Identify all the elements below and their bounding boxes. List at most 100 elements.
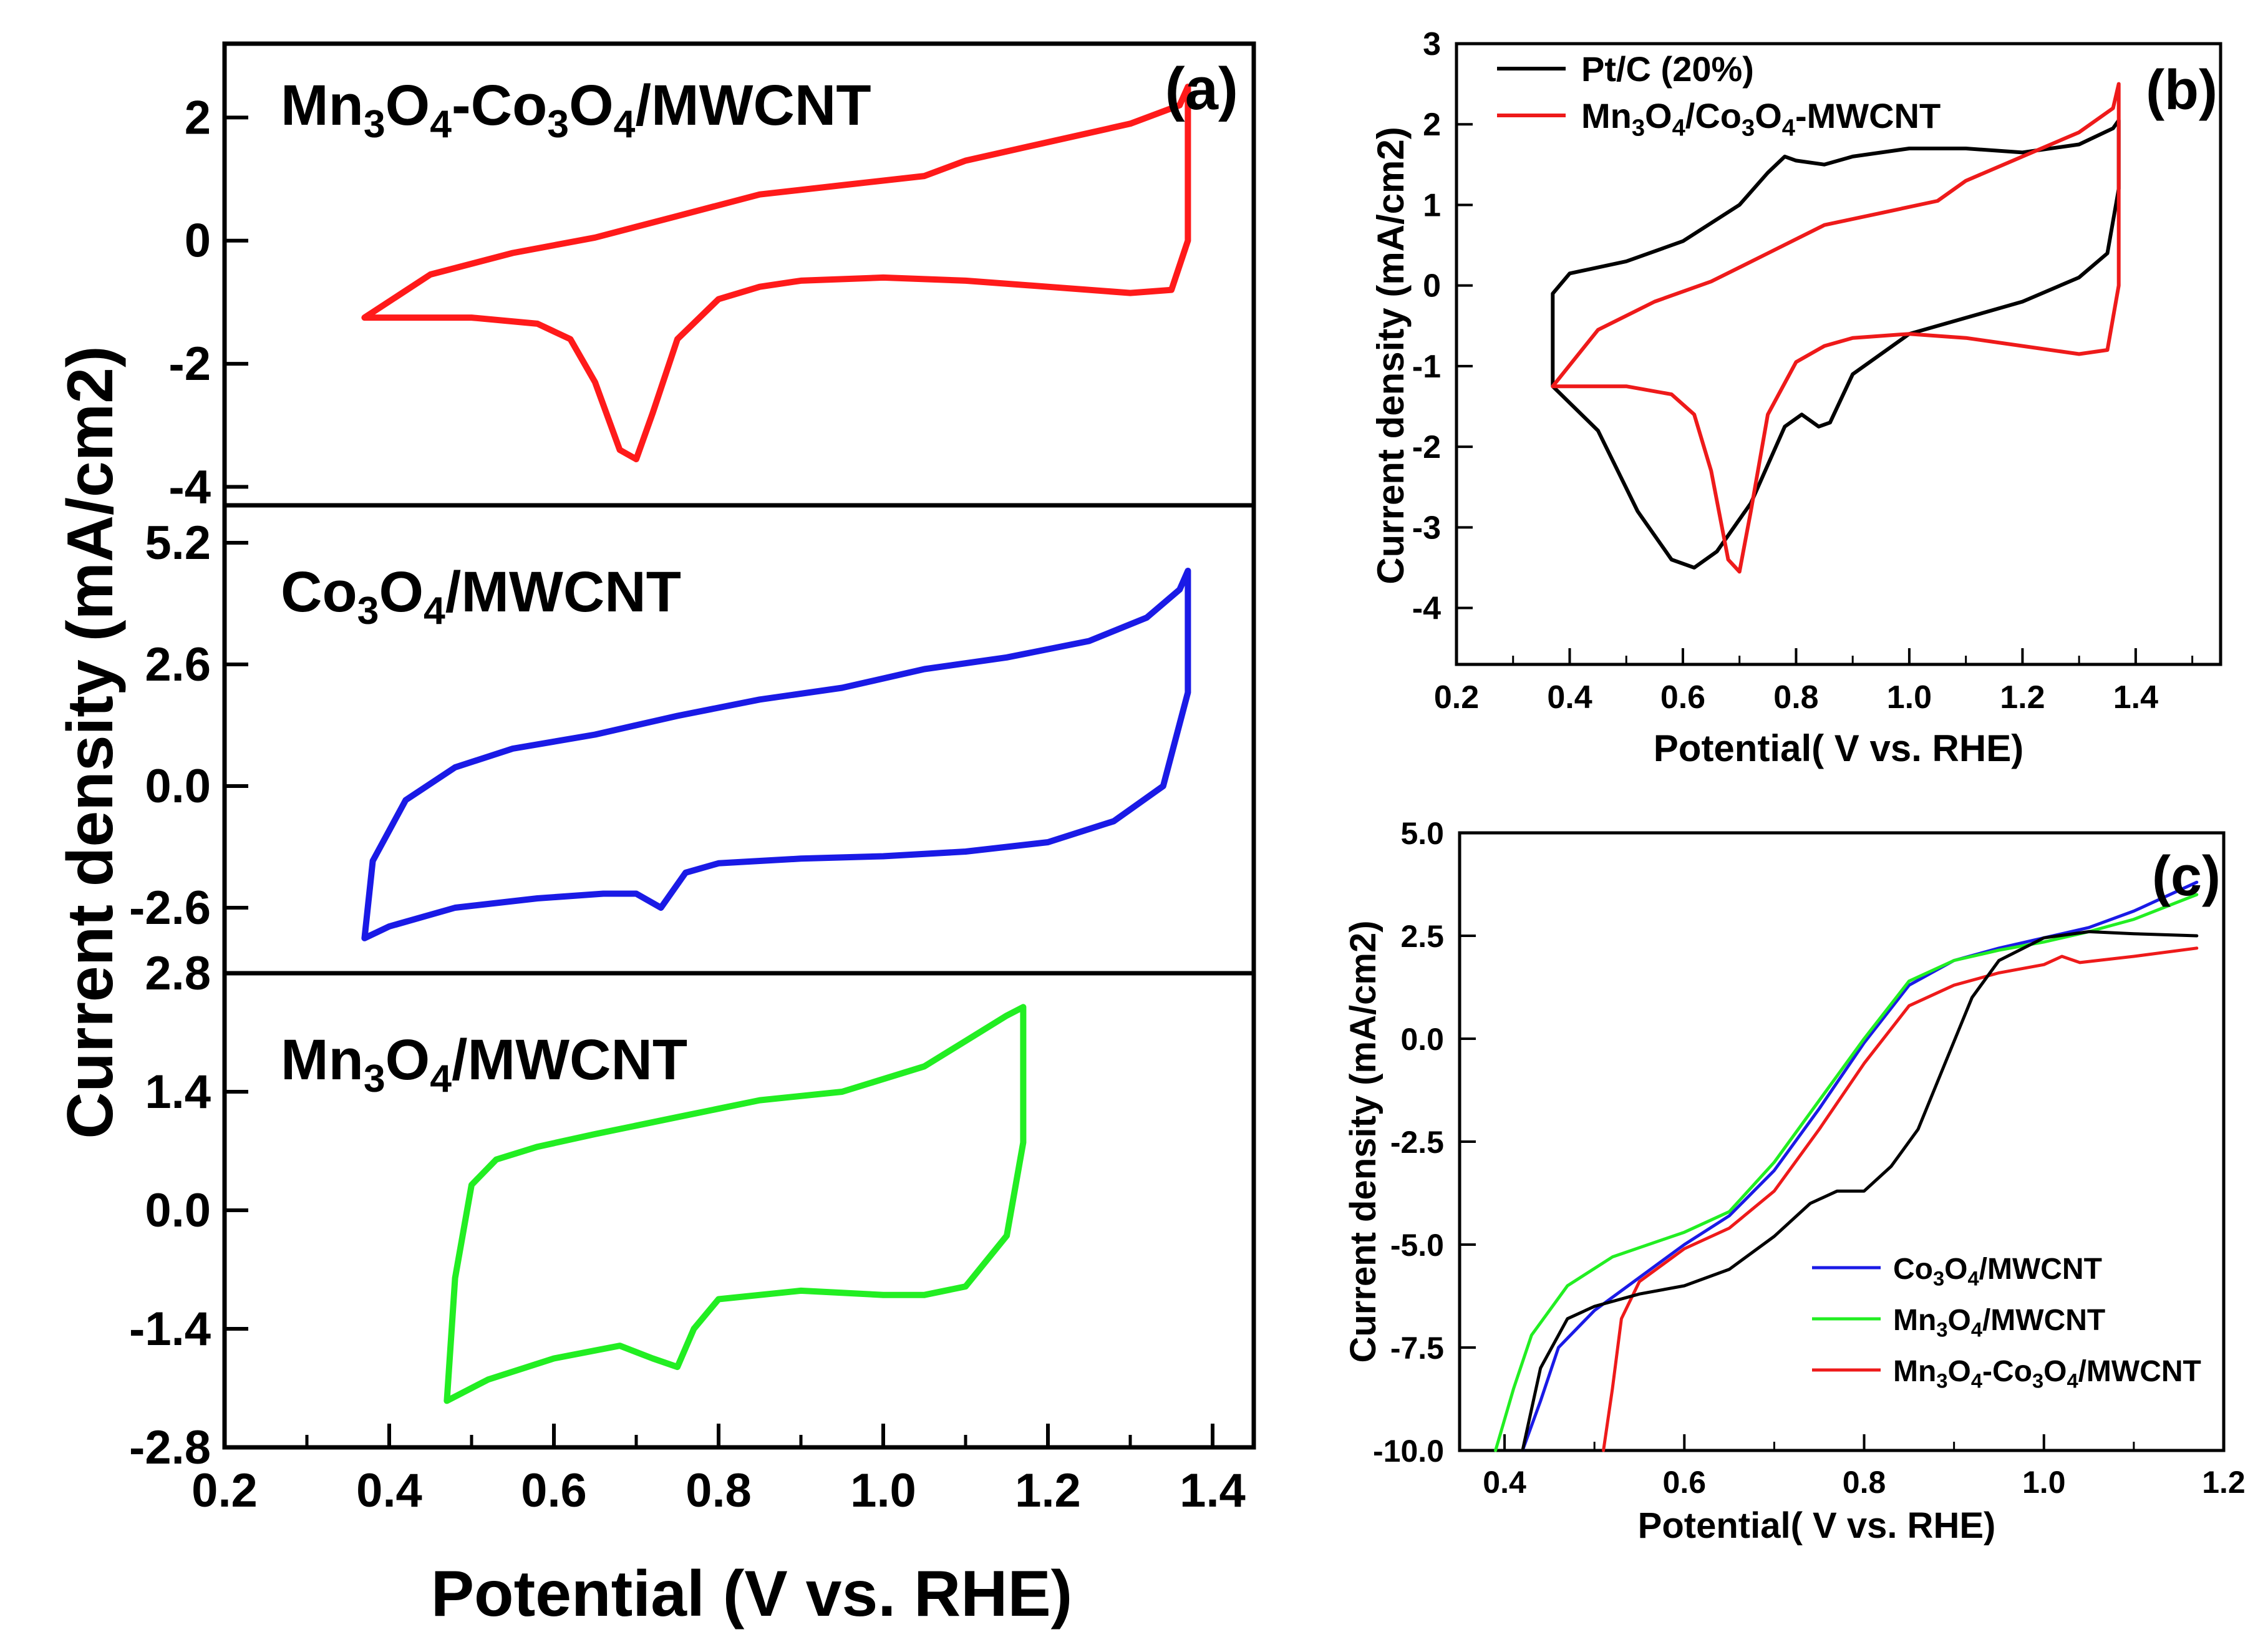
label-subscript: 4 <box>430 102 452 146</box>
label-subscript: 3 <box>2032 1369 2043 1392</box>
y-tick-label: 1.4 <box>145 1066 211 1119</box>
label-part: -MWCNT <box>1795 96 1941 135</box>
label-part: Co <box>1893 1253 1933 1286</box>
y-tick-label: 0 <box>1423 268 1441 304</box>
x-tick-label: 1.0 <box>1887 679 1932 716</box>
subpanel-label: Mn3O4-Co3O4/MWCNT <box>281 74 871 146</box>
y-tick-label: -3 <box>1412 510 1441 546</box>
data-series-line <box>443 1004 1027 1404</box>
label-part: Mn <box>1893 1355 1936 1388</box>
x-tick-label: 0.6 <box>1663 1465 1707 1500</box>
y-tick-label: -2 <box>1412 429 1441 465</box>
label-subscript: 3 <box>547 102 569 146</box>
chart-panel-b: 3 2 1 0 -1 -2 -3 -4 0.2 0.4 0.6 0.8 1.0 1.2 1.4 Pt/C (2… <box>1370 26 2222 769</box>
x-tick-label: 1.0 <box>850 1464 916 1517</box>
label-subscript: 4 <box>424 589 445 633</box>
panel-label: (b) <box>2146 59 2217 122</box>
data-series-line <box>1521 930 2199 1452</box>
label-subscript: 3 <box>1742 115 1755 141</box>
chart-panel-c: 5.0 2.5 0.0 -2.5 -5.0 -7.5 -10.0 0.4 0.6 0.8 1.0 1.… <box>1343 816 2246 1546</box>
label-subscript: 3 <box>1936 1318 1947 1341</box>
y-tick-label: -2.5 <box>1390 1125 1444 1160</box>
legend-label: Mn3O4/Co3O4-MWCNT <box>1581 96 1941 141</box>
y-axis-title: Current density (mA/cm2) <box>1370 127 1412 584</box>
y-tick-label: -4 <box>168 460 211 513</box>
legend-label: Mn3O4/MWCNT <box>1893 1304 2105 1341</box>
x-tick-label: 0.8 <box>1773 679 1818 716</box>
subpanel-label: Mn3O4/MWCNT <box>281 1028 687 1100</box>
x-tick-label: 0.8 <box>686 1464 752 1517</box>
chart-panel-a: 20-2-4Mn3O4-Co3O4/MWCNT5.22.60.0-2.6Co3O… <box>54 41 1256 1630</box>
x-tick-label: 0.6 <box>1660 679 1705 716</box>
label-part: O <box>1645 96 1672 135</box>
label-part: O <box>569 74 614 137</box>
y-tick-label: 2 <box>185 91 211 144</box>
label-part: Mn <box>281 1028 364 1092</box>
x-tick-label: 0.6 <box>521 1464 587 1517</box>
y-tick-label: -7.5 <box>1390 1331 1444 1366</box>
x-axis-title: Potential (V vs. RHE) <box>431 1558 1073 1630</box>
x-tick-label: 1.2 <box>1015 1464 1081 1517</box>
y-tick-label: 2 <box>1423 107 1441 143</box>
x-tick-label: 0.2 <box>1434 679 1479 716</box>
label-part: Mn <box>1893 1304 1936 1337</box>
label-part: -Co <box>452 74 547 137</box>
x-tick-label: 0.2 <box>191 1464 258 1517</box>
label-part: O <box>1947 1304 1970 1337</box>
x-tick-label: 1.4 <box>2113 679 2158 716</box>
legend-label: Co3O4/MWCNT <box>1893 1253 2102 1290</box>
label-subscript: 3 <box>1933 1267 1944 1290</box>
label-part: /MWCNT <box>2078 1355 2201 1388</box>
panel-label: (a) <box>1165 56 1238 122</box>
label-part: Mn <box>281 74 364 137</box>
legend-label: Pt/C (20%) <box>1581 49 1754 89</box>
y-tick-label: -5.0 <box>1390 1228 1444 1263</box>
y-tick-label: 2.6 <box>145 638 211 691</box>
y-tick-label: 2.5 <box>1400 919 1444 954</box>
y-tick-label: -1.4 <box>129 1303 211 1356</box>
label-part: O <box>2043 1355 2067 1388</box>
label-subscript: 4 <box>1971 1369 1982 1392</box>
label-subscript: 3 <box>364 1057 385 1100</box>
label-subscript: 3 <box>357 589 379 633</box>
label-part: /Co <box>1685 96 1742 135</box>
x-tick-label: 1.2 <box>2000 679 2045 716</box>
y-tick-label: 5.0 <box>1400 816 1444 851</box>
x-tick-label: 0.4 <box>1483 1465 1526 1500</box>
label-subscript: 3 <box>364 102 385 146</box>
y-tick-label: -2.6 <box>129 882 211 935</box>
x-tick-label: 1.0 <box>2022 1465 2066 1500</box>
y-tick-label: 5.2 <box>145 517 211 570</box>
label-subscript: 4 <box>2067 1369 2078 1392</box>
label-part: /MWCNT <box>635 74 871 137</box>
label-part: /MWCNT <box>1979 1253 2102 1286</box>
label-subscript: 4 <box>1967 1267 1979 1290</box>
y-axis-title: Current density (mA/cm2) <box>54 346 127 1139</box>
y-tick-label: 2.8 <box>145 947 211 1000</box>
legend-label: Mn3O4-Co3O4/MWCNT <box>1893 1355 2201 1392</box>
label-part: -Co <box>1982 1355 2032 1388</box>
y-tick-label: 0.0 <box>145 760 211 813</box>
label-subscript: 4 <box>614 102 636 146</box>
x-tick-label: 1.4 <box>1180 1464 1246 1517</box>
y-tick-label: 3 <box>1423 26 1441 62</box>
label-part: Pt/C (20%) <box>1581 49 1754 89</box>
x-tick-label: 0.4 <box>1547 679 1592 716</box>
label-subscript: 4 <box>1971 1318 1982 1341</box>
label-part: O <box>385 1028 430 1092</box>
label-part: /MWCNT <box>1982 1304 2105 1337</box>
label-part: Mn <box>1581 96 1632 135</box>
label-part: O <box>379 560 424 624</box>
label-part: /MWCNT <box>445 560 681 624</box>
data-series-line <box>1602 946 2199 1452</box>
x-tick-label: 1.2 <box>2202 1465 2246 1500</box>
x-axis-title: Potential( V vs. RHE) <box>1638 1505 1996 1546</box>
label-subscript: 4 <box>1782 115 1795 141</box>
y-tick-label: -2 <box>168 338 211 391</box>
y-tick-label: 0.0 <box>1400 1022 1444 1057</box>
data-series-line <box>1494 893 2199 1452</box>
y-tick-label: 0.0 <box>145 1184 211 1237</box>
x-tick-label: 0.8 <box>1843 1465 1886 1500</box>
